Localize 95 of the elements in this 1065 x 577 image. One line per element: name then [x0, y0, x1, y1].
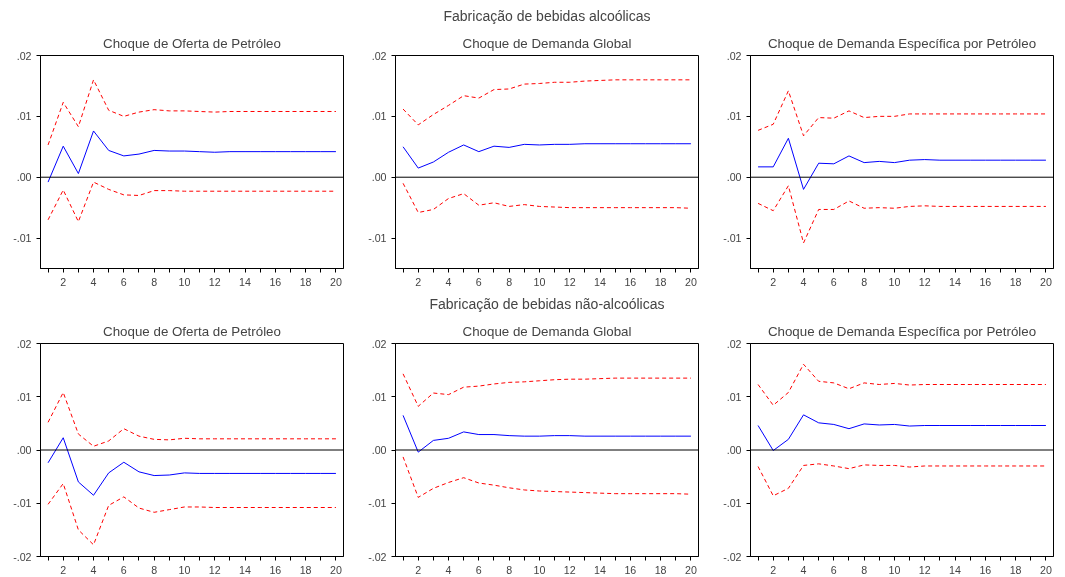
x-tick-label: 16 — [269, 275, 282, 288]
x-tick-label: 12 — [918, 275, 931, 288]
x-tick-label: 4 — [800, 275, 807, 288]
x-tick-label: 20 — [685, 275, 697, 288]
y-tick-label: .02 — [371, 337, 387, 350]
x-tick-label: 14 — [949, 563, 962, 576]
x-tick-label: 2 — [60, 275, 67, 288]
x-tick-label: 4 — [90, 563, 97, 576]
chart-subtitle: Fabricação de bebidas não-alcoólicas — [429, 295, 665, 312]
y-tick-label: .02 — [16, 337, 32, 350]
x-tick-label: 4 — [445, 275, 452, 288]
x-tick-label: 20 — [1040, 275, 1052, 288]
y-tick-label: .00 — [371, 171, 387, 184]
x-tick-label: 14 — [239, 563, 252, 576]
x-tick-label: 2 — [770, 563, 777, 576]
x-tick-label: 6 — [475, 563, 482, 576]
y-tick-label: -.01 — [723, 497, 742, 510]
x-tick-label: 10 — [888, 275, 901, 288]
y-tick-label: -.01 — [13, 497, 32, 510]
x-tick-label: 4 — [445, 563, 452, 576]
x-tick-label: 12 — [563, 275, 576, 288]
y-tick-label: .00 — [16, 444, 32, 456]
x-tick-label: 12 — [563, 563, 576, 576]
y-tick-label: .02 — [726, 49, 742, 62]
y-tick-label: -.01 — [723, 232, 742, 245]
x-tick-label: 2 — [770, 275, 777, 288]
x-tick-label: 2 — [415, 563, 422, 576]
x-tick-label: 10 — [178, 563, 191, 576]
x-tick-label: 4 — [90, 275, 97, 288]
y-tick-label: .01 — [726, 390, 742, 403]
x-tick-label: 10 — [888, 563, 901, 576]
x-tick-label: 6 — [830, 275, 837, 288]
x-tick-label: 2 — [415, 275, 422, 288]
x-tick-label: 10 — [533, 563, 546, 576]
x-tick-label: 8 — [506, 275, 513, 288]
x-tick-label: 16 — [979, 275, 992, 288]
y-tick-label: .02 — [726, 337, 742, 350]
y-tick-label: .00 — [371, 444, 387, 456]
y-tick-label: .00 — [726, 171, 742, 184]
x-tick-label: 8 — [151, 563, 158, 576]
x-tick-label: 18 — [299, 563, 312, 576]
x-tick-label: 20 — [330, 563, 342, 576]
x-tick-label: 6 — [120, 275, 127, 288]
x-tick-label: 10 — [533, 275, 546, 288]
x-tick-label: 6 — [830, 563, 837, 576]
x-tick-label: 4 — [800, 563, 807, 576]
x-tick-label: 14 — [949, 275, 962, 288]
x-tick-label: 2 — [60, 563, 67, 576]
x-tick-label: 18 — [654, 275, 667, 288]
x-tick-label: 14 — [239, 275, 252, 288]
x-tick-label: 12 — [208, 563, 221, 576]
chart-title: Choque de Demanda Específica por Petróleo — [767, 35, 1037, 51]
x-tick-label: 18 — [1009, 275, 1022, 288]
y-tick-label: .02 — [371, 49, 387, 62]
y-tick-label: -.02 — [368, 550, 387, 563]
y-tick-label: .01 — [16, 390, 32, 403]
x-tick-label: 18 — [654, 563, 667, 576]
y-tick-label: .00 — [16, 171, 32, 184]
y-tick-label: -.02 — [13, 550, 32, 563]
x-tick-label: 6 — [475, 275, 482, 288]
y-tick-label: .01 — [16, 110, 32, 123]
chart-title: Choque de Oferta de Petróleo — [103, 323, 281, 339]
y-tick-label: .00 — [726, 444, 742, 456]
chart-subtitle: Fabricação de bebidas alcoólicas — [443, 7, 651, 24]
y-tick-label: -.01 — [368, 232, 387, 245]
x-tick-label: 8 — [861, 563, 868, 576]
y-tick-label: .01 — [726, 110, 742, 123]
x-tick-label: 20 — [1040, 563, 1052, 576]
x-tick-label: 6 — [120, 563, 127, 576]
x-tick-label: 12 — [918, 563, 931, 576]
y-tick-label: -.02 — [723, 550, 742, 563]
y-tick-label: .01 — [371, 390, 387, 403]
x-tick-label: 8 — [861, 275, 868, 288]
y-tick-label: -.01 — [368, 497, 387, 510]
x-tick-label: 20 — [330, 275, 342, 288]
x-tick-label: 8 — [151, 275, 158, 288]
x-tick-label: 8 — [506, 563, 513, 576]
x-tick-label: 10 — [178, 275, 191, 288]
y-tick-label: .02 — [16, 49, 32, 62]
y-tick-label: -.01 — [13, 232, 32, 245]
chart-title: Choque de Demanda Global — [462, 35, 632, 51]
x-tick-label: 16 — [624, 563, 637, 576]
chart-title: Choque de Oferta de Petróleo — [103, 35, 281, 51]
x-tick-label: 16 — [979, 563, 992, 576]
chart-title: Choque de Demanda Global — [462, 323, 632, 339]
chart-title: Choque de Demanda Específica por Petróleo — [767, 323, 1037, 339]
x-tick-label: 14 — [594, 275, 607, 288]
x-tick-label: 12 — [208, 275, 221, 288]
x-tick-label: 16 — [624, 275, 637, 288]
x-tick-label: 18 — [299, 275, 312, 288]
x-tick-label: 14 — [594, 563, 607, 576]
y-tick-label: .01 — [371, 110, 387, 123]
x-tick-label: 18 — [1009, 563, 1022, 576]
x-tick-label: 16 — [269, 563, 282, 576]
x-tick-label: 20 — [685, 563, 697, 576]
